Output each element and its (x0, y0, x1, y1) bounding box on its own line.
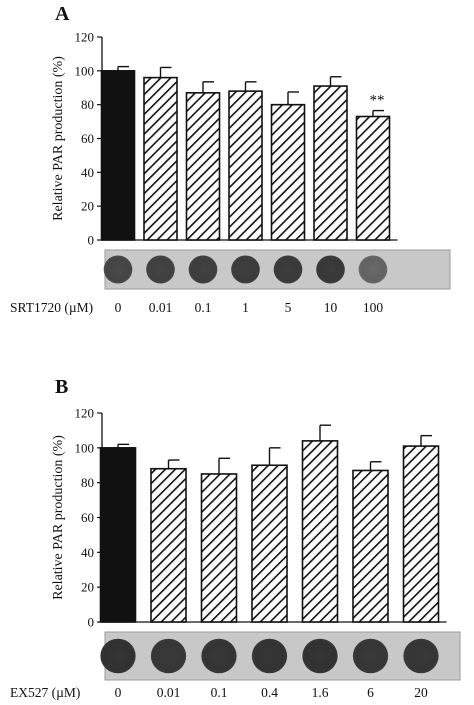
panel-letter: B (55, 376, 68, 398)
dot-blot-spot-shade (231, 255, 260, 284)
x-tick-label: 0 (115, 685, 122, 700)
bar (185, 92, 221, 241)
x-tick-label: 0.01 (157, 685, 181, 700)
dot-blot-spot-shade (150, 638, 187, 674)
dot-blot-spot-shade (403, 638, 439, 674)
y-tick-label: 20 (81, 580, 94, 595)
y-tick-label: 40 (81, 165, 94, 180)
bar (99, 447, 137, 623)
y-axis-label: Relative PAR production (%) (51, 56, 66, 221)
bar (143, 76, 178, 241)
bar (251, 464, 288, 623)
bar (352, 469, 389, 623)
dot-blot-spot-shade (316, 255, 345, 284)
dot-blot-spot-shade (352, 638, 389, 674)
dot-blot-spot-shade (100, 638, 136, 674)
dot-blot-spot-shade (251, 638, 288, 674)
y-tick-label: 120 (75, 406, 95, 421)
x-tick-label: 0.1 (211, 685, 228, 700)
y-tick-label: 40 (81, 545, 94, 560)
x-tick-label: 1 (242, 300, 249, 315)
bar (301, 440, 339, 623)
y-tick-label: 80 (81, 97, 94, 112)
dot-blot-spot-shade (201, 638, 237, 674)
dot-blot-spot-shade (273, 255, 303, 284)
x-tick-label: 0 (115, 300, 122, 315)
y-tick-label: 0 (88, 615, 95, 630)
y-tick-label: 120 (75, 30, 95, 45)
x-tick-label: 10 (324, 300, 338, 315)
y-tick-label: 0 (88, 233, 95, 248)
y-tick-label: 60 (81, 131, 94, 146)
x-tick-label: 0.4 (261, 685, 278, 700)
y-tick-label: 80 (81, 475, 94, 490)
treatment-label: EX527 (µM) (10, 685, 80, 700)
x-tick-label: 20 (414, 685, 428, 700)
x-tick-label: 100 (363, 300, 384, 315)
dot-blot-spot-shade (358, 255, 388, 284)
dot-blot-spot-shade (188, 255, 218, 284)
bar (402, 445, 440, 623)
panel-letter: A (55, 3, 70, 25)
x-tick-label: 0.1 (195, 300, 212, 315)
dot-blot-spot-shade (146, 255, 175, 284)
dot-blot-spot-shade (103, 255, 133, 284)
bar (313, 85, 348, 241)
dot-blot-spot-shade (302, 638, 338, 674)
y-tick-label: 20 (81, 199, 94, 214)
treatment-label: SRT1720 (µM) (10, 300, 93, 315)
y-axis-label: Relative PAR production (%) (51, 435, 66, 600)
bar (355, 115, 391, 241)
bar (200, 473, 238, 623)
x-tick-label: 5 (285, 300, 292, 315)
significance-marker: ** (370, 93, 385, 109)
x-tick-label: 1.6 (312, 685, 329, 700)
bar (270, 103, 306, 241)
y-tick-label: 100 (75, 440, 95, 455)
bar (228, 90, 263, 241)
y-tick-label: 100 (75, 63, 95, 78)
bar (100, 70, 136, 241)
bar (150, 467, 187, 623)
y-tick-label: 60 (81, 510, 94, 525)
x-tick-label: 6 (367, 685, 374, 700)
x-tick-label: 0.01 (149, 300, 173, 315)
